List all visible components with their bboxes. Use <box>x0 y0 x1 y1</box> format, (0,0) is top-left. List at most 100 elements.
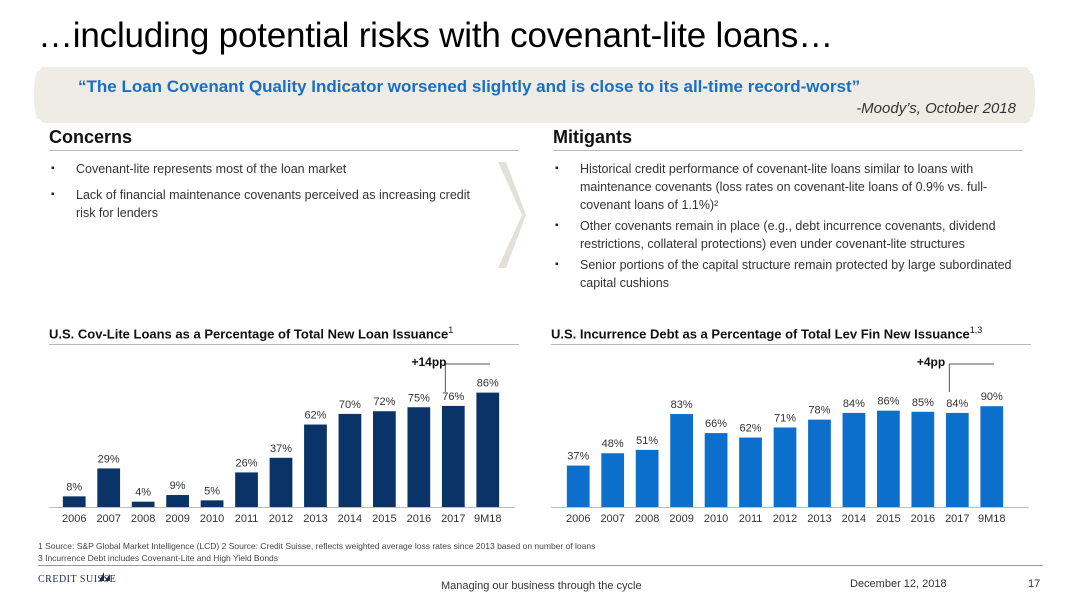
chart-title-incurrence: U.S. Incurrence Debt as a Percentage of … <box>551 325 983 342</box>
annotation-bracket <box>948 363 995 392</box>
bar <box>877 410 900 507</box>
data-label: 37% <box>567 451 589 463</box>
bar <box>62 496 86 507</box>
footer-date: December 12, 2018 <box>850 578 947 590</box>
bar <box>166 495 189 507</box>
bar <box>704 433 728 507</box>
data-label: 4% <box>135 487 151 499</box>
tick-label: 2014 <box>338 513 362 525</box>
tick-label: 2015 <box>372 513 396 525</box>
tick-label: 2011 <box>235 513 259 525</box>
mitigants-heading: Mitigants <box>553 127 632 147</box>
data-label: 8% <box>66 481 82 493</box>
tick-label: 2016 <box>911 513 935 525</box>
bar <box>566 465 590 507</box>
bar <box>635 449 659 507</box>
bar <box>373 411 396 507</box>
bar <box>670 414 693 507</box>
chart-rule-covlite <box>49 344 519 345</box>
bar <box>739 437 762 507</box>
page-title: …including potential risks with covenant… <box>38 16 833 55</box>
data-label: 29% <box>98 453 120 465</box>
quote-banner: “The Loan Covenant Quality Indicator wor… <box>34 67 1035 123</box>
tick-label: 2008 <box>131 513 155 525</box>
tick-label: 2016 <box>407 513 431 525</box>
tick-label: 2011 <box>739 513 763 525</box>
data-label: 86% <box>477 378 499 390</box>
data-label: 62% <box>740 423 762 435</box>
tick-label: 9M18 <box>474 513 502 525</box>
data-label: 62% <box>304 410 326 422</box>
tick-label: 2013 <box>303 513 327 525</box>
annotation-label: +14pp <box>411 355 446 369</box>
tick-label: 2006 <box>566 513 590 525</box>
footer-rule <box>38 565 1043 566</box>
mitigants-item: Senior portions of the capital structure… <box>553 256 1023 292</box>
quote-text: “The Loan Covenant Quality Indicator wor… <box>78 77 861 96</box>
chevron-right-icon <box>498 162 526 268</box>
data-label: 71% <box>774 412 796 424</box>
data-label: 78% <box>808 405 830 417</box>
tick-label: 2009 <box>165 513 189 525</box>
bar <box>980 406 1004 507</box>
annotation-label: +4pp <box>917 355 945 369</box>
tick-label: 2009 <box>669 513 693 525</box>
bar <box>235 472 258 507</box>
bar <box>911 411 935 507</box>
data-label: 5% <box>204 485 220 497</box>
bar <box>476 392 500 507</box>
tick-label: 2017 <box>945 513 969 525</box>
quote-source: -Moody’s, October 2018 <box>856 100 1016 117</box>
tick-label: 2010 <box>200 513 224 525</box>
mitigants-item: Historical credit performance of covenan… <box>553 160 1023 214</box>
data-label: 84% <box>843 398 865 410</box>
mitigants-item: Other covenants remain in place (e.g., d… <box>553 217 1023 253</box>
bar <box>97 468 121 507</box>
data-label: 48% <box>602 438 624 450</box>
annotation-bracket <box>444 363 491 392</box>
tick-label: 9M18 <box>978 513 1006 525</box>
bar <box>773 427 797 507</box>
data-label: 84% <box>946 398 968 410</box>
sails-logo-icon <box>99 572 110 581</box>
data-label: 70% <box>339 399 361 411</box>
bar <box>441 405 465 507</box>
concerns-rule <box>49 150 519 151</box>
tick-label: 2007 <box>600 513 624 525</box>
bar <box>269 457 293 507</box>
data-label: 51% <box>636 435 658 447</box>
bar <box>200 500 224 507</box>
footer-tagline: Managing our business through the cycle <box>441 580 642 592</box>
tick-label: 2015 <box>876 513 900 525</box>
data-label: 75% <box>408 392 430 404</box>
bar <box>842 412 866 507</box>
concerns-item: Lack of financial maintenance covenants … <box>49 186 489 222</box>
data-label: 9% <box>170 480 186 492</box>
tick-label: 2008 <box>635 513 659 525</box>
footnote-1: 1 Source: S&P Global Market Intelligence… <box>38 541 596 551</box>
bar <box>601 453 625 507</box>
concerns-heading: Concerns <box>49 127 133 147</box>
chart-title-covlite: U.S. Cov-Lite Loans as a Percentage of T… <box>49 325 454 342</box>
tick-label: 2012 <box>269 513 293 525</box>
bar <box>808 419 831 507</box>
data-label: 66% <box>705 418 727 430</box>
bar <box>131 501 155 507</box>
concerns-list: Covenant-lite represents most of the loa… <box>49 160 489 230</box>
bar <box>338 413 362 507</box>
bar <box>945 412 969 507</box>
bar <box>407 407 431 507</box>
data-label: 76% <box>442 391 464 403</box>
page-number: 17 <box>1028 578 1041 590</box>
chart-rule-incurrence <box>551 344 1031 345</box>
tick-label: 2007 <box>96 513 120 525</box>
data-label: 83% <box>671 399 693 411</box>
tick-label: 2013 <box>807 513 831 525</box>
chart-incurrence: 37% 2006 48% 2007 51% 2008 83% 2009 66% 2010 62% 20… <box>551 355 1029 525</box>
concerns-item: Covenant-lite represents most of the loa… <box>49 160 489 178</box>
data-label: 37% <box>270 443 292 455</box>
data-label: 85% <box>912 397 934 409</box>
tick-label: 2006 <box>62 513 86 525</box>
bar <box>304 424 327 507</box>
chart-covlite: 8% 2006 29% 2007 4% 2008 9% 2009 5% 2010 26% 2011 37… <box>49 355 515 525</box>
